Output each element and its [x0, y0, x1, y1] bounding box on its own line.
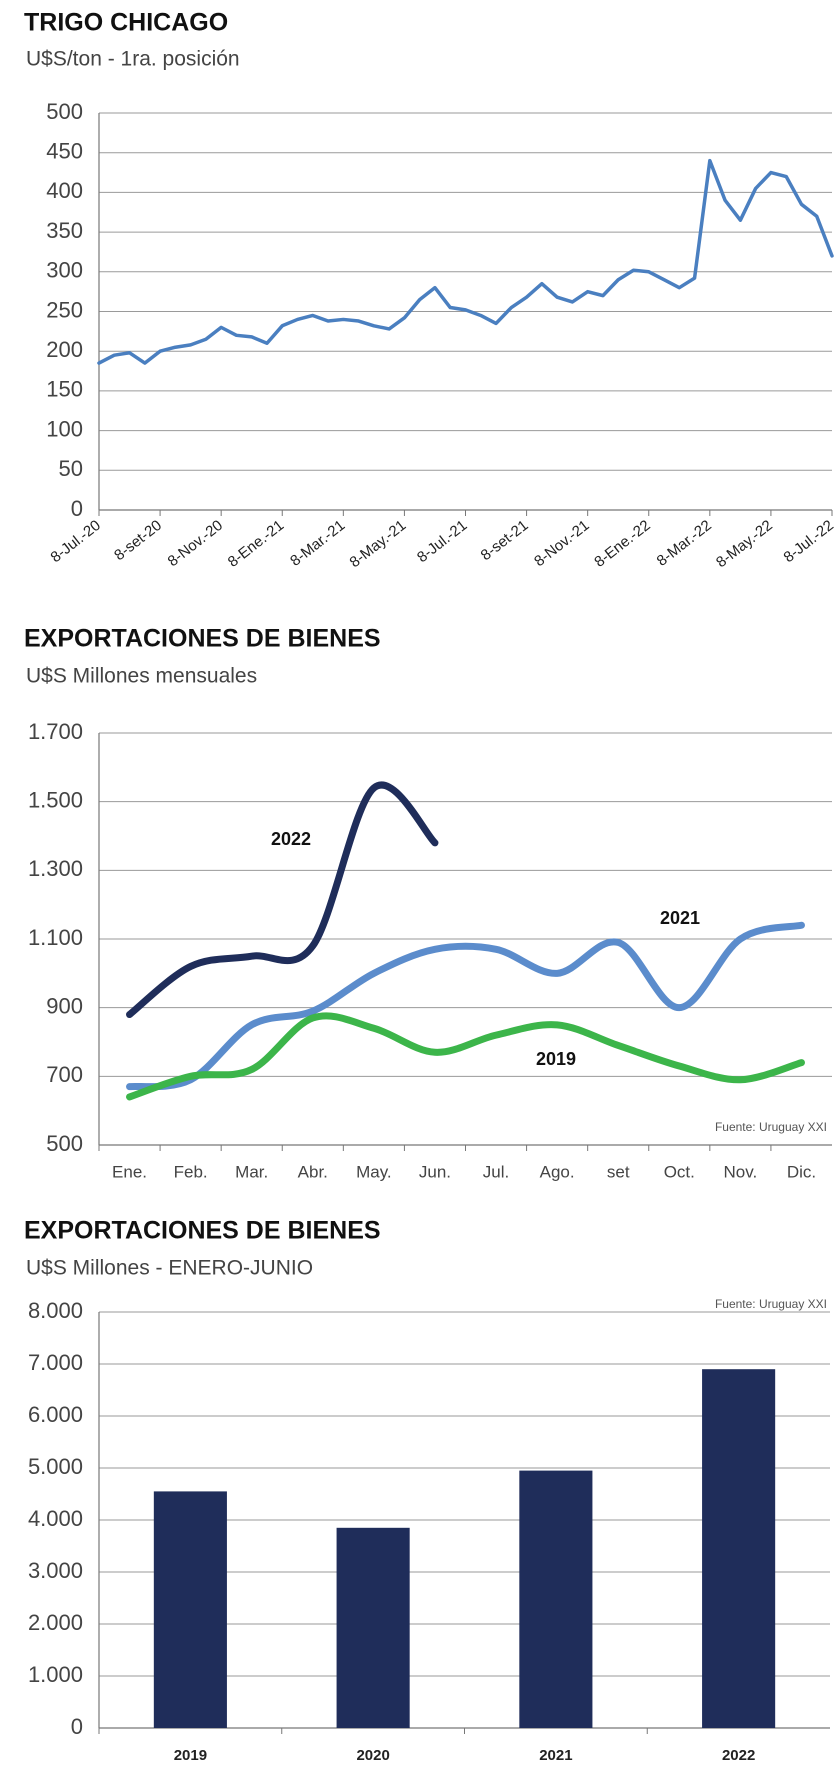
- y-tick-label: 3.000: [28, 1558, 83, 1583]
- source-note: Fuente: Uruguay XXI: [715, 1120, 827, 1134]
- x-tick-label: 2021: [539, 1747, 572, 1764]
- y-tick-label: 1.300: [28, 856, 83, 881]
- x-tick-label: Mar.: [235, 1162, 268, 1181]
- y-tick-label: 0: [71, 496, 83, 521]
- source-note: Fuente: Uruguay XXI: [715, 1297, 827, 1311]
- y-tick-label: 50: [59, 456, 83, 481]
- y-tick-label: 300: [46, 258, 83, 283]
- x-tick-label: Ene.: [112, 1162, 147, 1181]
- y-tick-label: 6.000: [28, 1402, 83, 1427]
- chart-title: EXPORTACIONES DE BIENES: [24, 1217, 381, 1245]
- y-tick-label: 900: [46, 993, 83, 1018]
- series-line: [126, 921, 805, 1091]
- y-tick-label: 0: [71, 1714, 83, 1739]
- series-line: [126, 781, 439, 1019]
- y-tick-label: 8.000: [28, 1298, 83, 1323]
- x-tick-label: 8-Mar.-21: [287, 517, 348, 570]
- x-tick-label: 8-Jul.-21: [414, 517, 470, 566]
- x-tick-label: 8-May.-21: [347, 517, 410, 571]
- x-tick-label: 2020: [356, 1747, 389, 1764]
- x-tick-label: Jul.: [483, 1162, 509, 1181]
- x-tick-label: 8-Ene.-22: [591, 517, 653, 571]
- bar: [336, 1527, 410, 1728]
- x-tick-label: 2022: [722, 1747, 755, 1764]
- y-tick-label: 1.500: [28, 787, 83, 812]
- y-tick-label: 700: [46, 1062, 83, 1087]
- y-tick-label: 7.000: [28, 1350, 83, 1375]
- y-tick-label: 1.000: [28, 1662, 83, 1687]
- x-tick-label: 8-Nov.-20: [165, 517, 226, 570]
- y-tick-label: 350: [46, 218, 83, 243]
- y-tick-label: 250: [46, 297, 83, 322]
- x-tick-label: 8-Nov.-21: [531, 517, 592, 570]
- x-tick-label: Oct.: [664, 1162, 695, 1181]
- y-tick-label: 150: [46, 377, 83, 402]
- y-tick-label: 450: [46, 139, 83, 164]
- bar: [153, 1491, 227, 1728]
- bar: [702, 1369, 776, 1728]
- y-tick-label: 100: [46, 416, 83, 441]
- x-tick-label: May.: [356, 1162, 392, 1181]
- chart-title: TRIGO CHICAGO: [24, 9, 228, 37]
- x-tick-label: Jun.: [419, 1162, 451, 1181]
- x-tick-label: 8-set-21: [478, 517, 532, 564]
- x-tick-label: 2019: [174, 1747, 207, 1764]
- x-tick-label: 8-set-20: [111, 517, 165, 564]
- x-tick-label: 8-Jul.-22: [780, 517, 836, 566]
- chart-title: EXPORTACIONES DE BIENES: [24, 625, 381, 653]
- y-tick-label: 5.000: [28, 1454, 83, 1479]
- y-tick-label: 500: [46, 1131, 83, 1156]
- x-tick-label: 8-May.-22: [713, 517, 776, 571]
- y-tick-label: 2.000: [28, 1610, 83, 1635]
- x-tick-label: Dic.: [787, 1162, 816, 1181]
- y-tick-label: 1.700: [28, 719, 83, 744]
- x-tick-label: 8-Jul.-20: [47, 517, 103, 566]
- series-line: [126, 1012, 805, 1101]
- x-tick-label: Nov.: [724, 1162, 758, 1181]
- y-tick-label: 500: [46, 99, 83, 124]
- y-tick-label: 4.000: [28, 1506, 83, 1531]
- y-tick-label: 1.100: [28, 925, 83, 950]
- chart-subtitle: U$S/ton - 1ra. posición: [26, 48, 240, 71]
- bar: [519, 1470, 593, 1728]
- x-tick-label: Ago.: [540, 1162, 575, 1181]
- x-tick-label: set: [607, 1162, 630, 1181]
- y-tick-label: 200: [46, 337, 83, 362]
- y-tick-label: 400: [46, 178, 83, 203]
- series-line: [97, 158, 834, 365]
- x-tick-label: Feb.: [174, 1162, 208, 1181]
- series-label: 2019: [536, 1049, 576, 1069]
- chart-subtitle: U$S Millones mensuales: [26, 665, 257, 688]
- x-tick-label: 8-Ene.-21: [225, 517, 287, 571]
- x-tick-label: 8-Mar.-22: [654, 517, 715, 570]
- chart-subtitle: U$S Millones - ENERO-JUNIO: [26, 1257, 313, 1280]
- series-label: 2021: [660, 908, 700, 928]
- series-label: 2022: [271, 829, 311, 849]
- x-tick-label: Abr.: [298, 1162, 328, 1181]
